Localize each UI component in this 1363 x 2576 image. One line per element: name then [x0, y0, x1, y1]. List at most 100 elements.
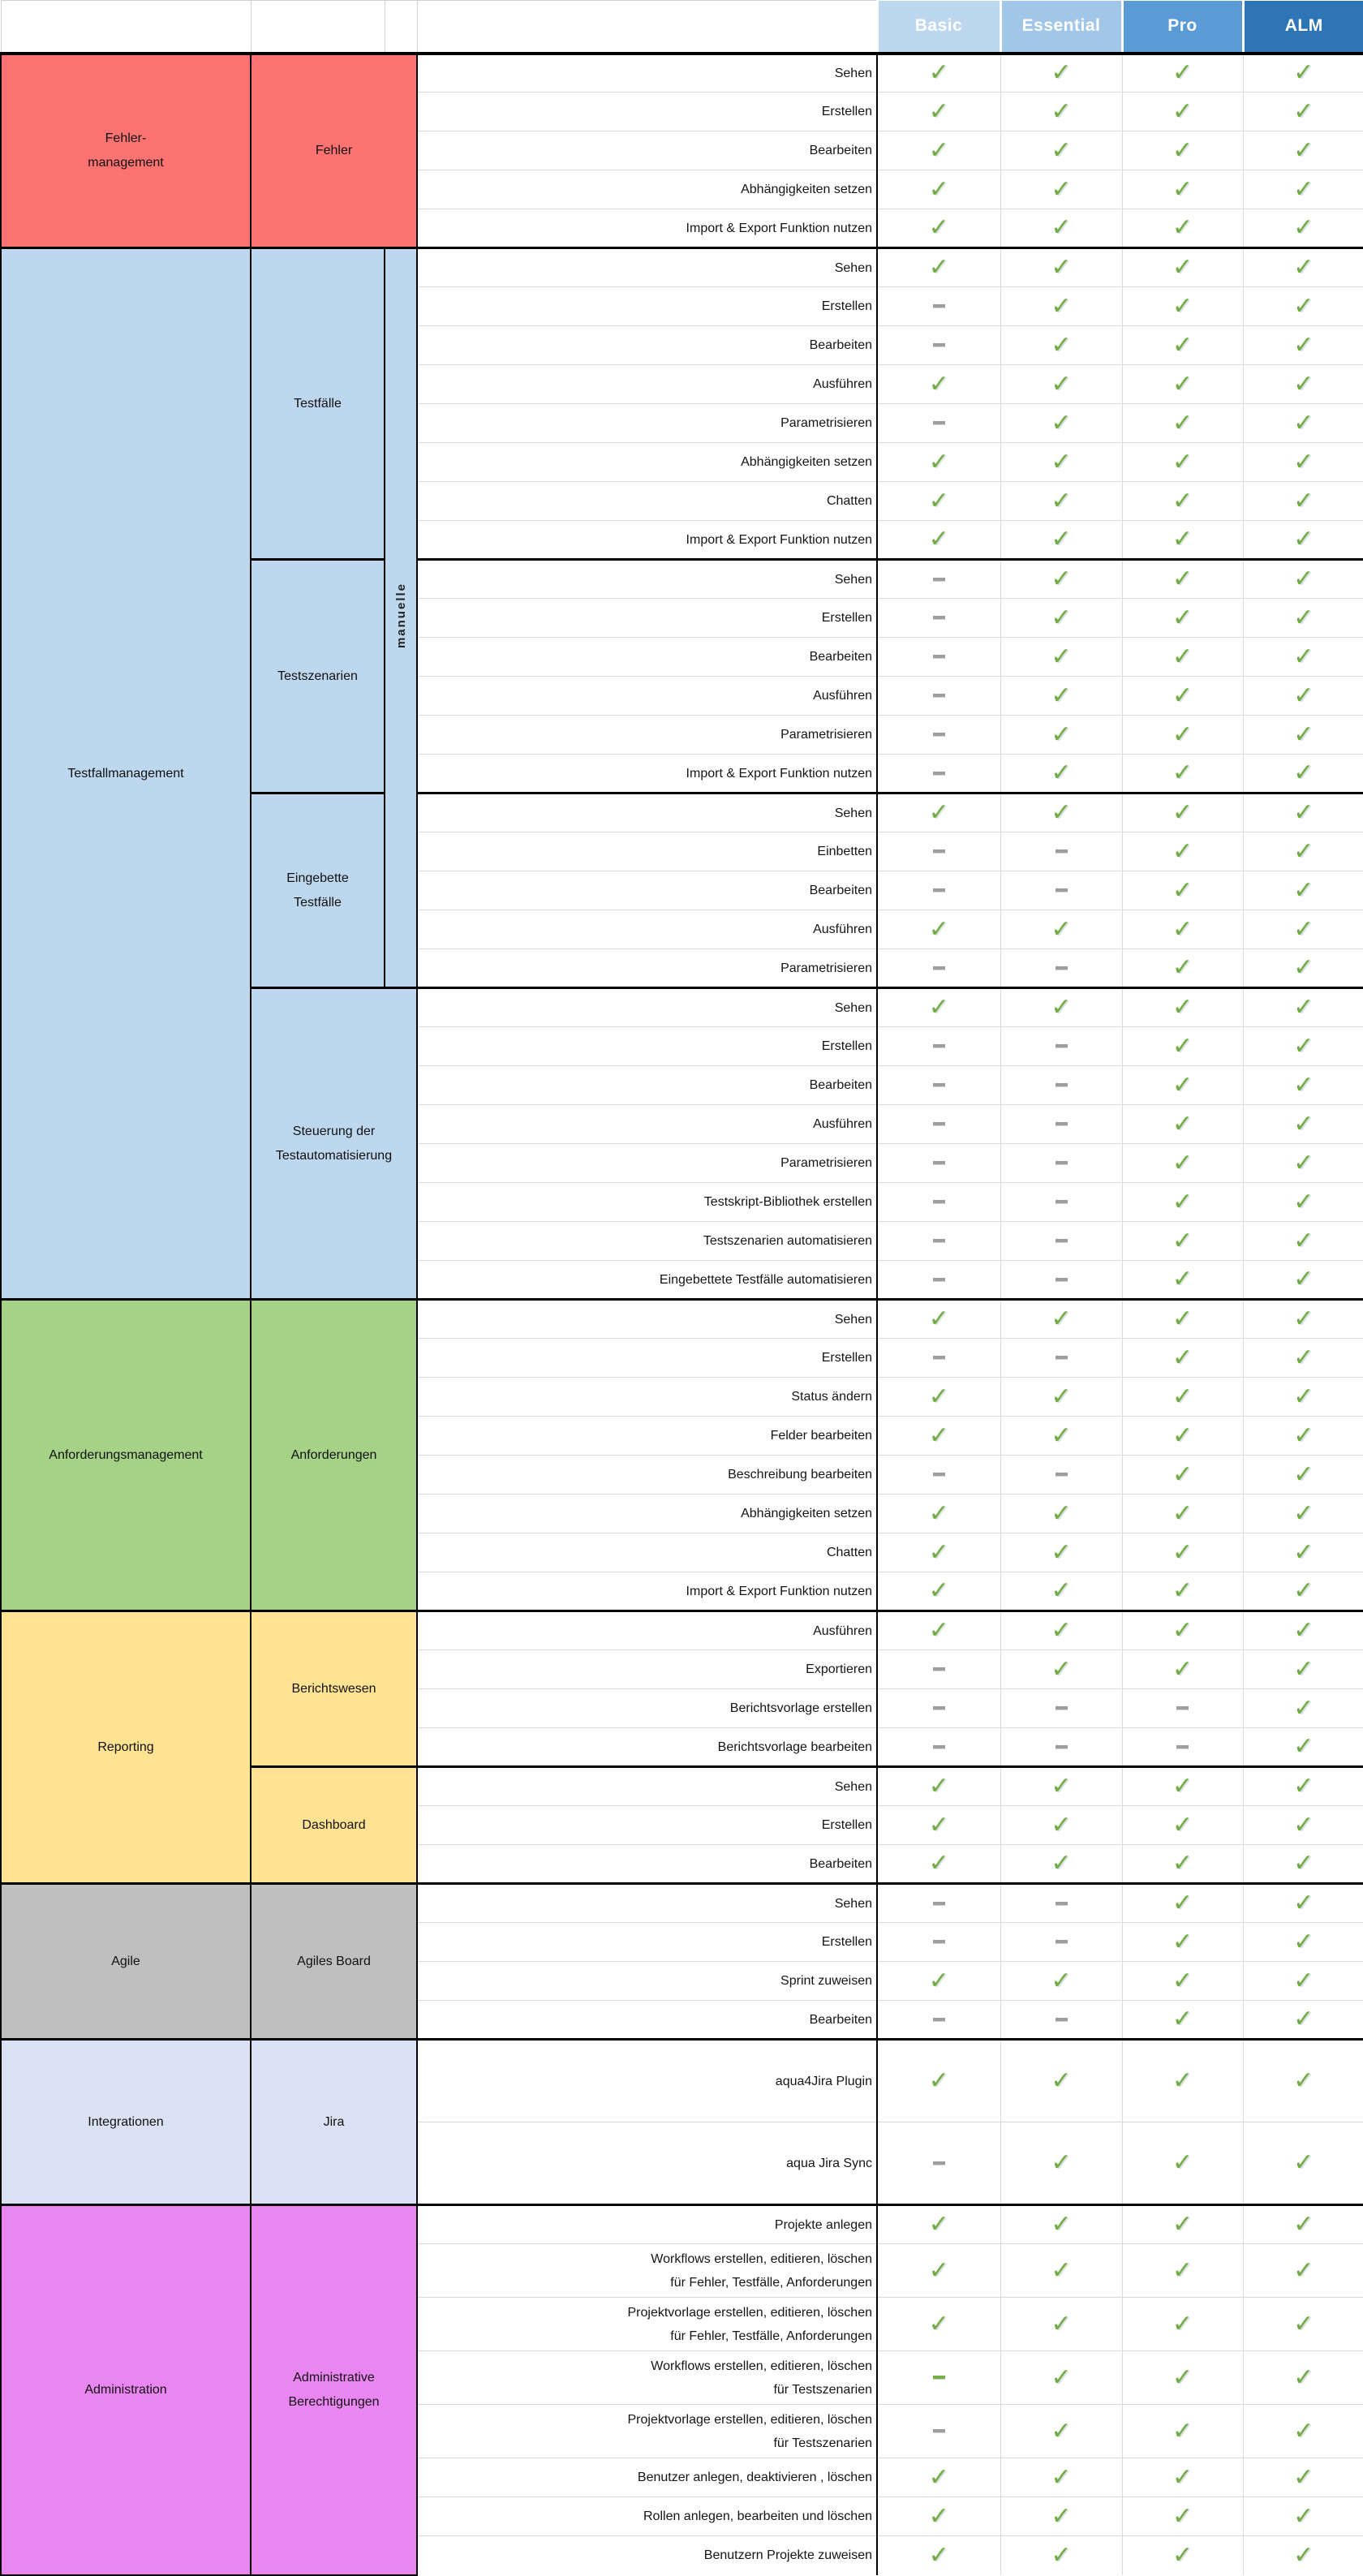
mark-cell: ✓: [1122, 2404, 1244, 2458]
check-icon: ✓: [1293, 369, 1314, 398]
check-icon: ✓: [1172, 2363, 1193, 2392]
label-line: Eingebettete Testfälle automatisieren: [659, 1272, 872, 1287]
feature-row: Einbetten ✓ ✓: [1, 832, 1363, 871]
check-icon: ✓: [928, 253, 949, 282]
feature-row: Integrationen Jira aqua4Jira Plugin ✓ ✓ ✓ ✓: [0, 2038, 1363, 2206]
check-icon: ✓: [928, 2309, 949, 2338]
feature-label-cell: Sehen: [417, 1765, 878, 1806]
mark-cell: ✓: [1243, 754, 1363, 793]
mark-cell: ✓: [1000, 364, 1123, 404]
check-icon: ✓: [1172, 525, 1193, 553]
mark-cell: ✓: [1122, 1765, 1244, 1806]
dash-icon: [1055, 1044, 1068, 1048]
subcategory-cell: Anforderungen: [250, 1298, 418, 1612]
feature-row: Chatten ✓ ✓ ✓ ✓: [1, 1533, 1363, 1572]
check-icon: ✓: [1293, 2540, 1314, 2570]
mark-cell: ✓: [1122, 1533, 1244, 1572]
check-icon: ✓: [928, 486, 949, 515]
label-line: management: [88, 155, 164, 170]
feature-label-cell: Sehen: [417, 1298, 878, 1339]
mark-cell: [877, 2350, 1001, 2405]
feature-label-cell: Projekte anlegen: [417, 2204, 878, 2244]
check-icon: ✓: [1293, 2309, 1314, 2338]
label-line: Bearbeiten: [809, 144, 872, 157]
mark-cell: ✓: [877, 1572, 1001, 1611]
mark-cell: ✓: [1122, 286, 1244, 326]
feature-row: aqua Jira Sync ✓ ✓ ✓: [1, 2122, 1363, 2205]
category-cell: Reporting: [0, 1610, 252, 1885]
feature-label-cell: Abhängigkeiten setzen: [417, 170, 878, 209]
check-icon: ✓: [1293, 2066, 1314, 2095]
mark-cell: ✓: [877, 364, 1001, 404]
dash-icon: [1176, 1744, 1189, 1748]
mark-cell: ✓: [1243, 403, 1363, 443]
feature-row: Bearbeiten ✓ ✓ ✓ ✓: [1, 1844, 1363, 1884]
mark-cell: [1000, 1922, 1123, 1962]
label-line: Sehen: [834, 806, 872, 820]
label-line: Anforderungsmanagement: [49, 1447, 203, 1462]
mark-cell: [877, 1104, 1001, 1144]
feature-label-cell: Projektvorlage erstellen, editieren, lös…: [417, 2404, 878, 2458]
check-icon: ✓: [1051, 369, 1072, 398]
check-icon: ✓: [1293, 1421, 1314, 1450]
check-icon: ✓: [1293, 759, 1314, 787]
check-icon: ✓: [1293, 1382, 1314, 1411]
mark-cell: ✓: [877, 2458, 1001, 2497]
check-icon: ✓: [1293, 1187, 1314, 1216]
check-icon: ✓: [928, 993, 949, 1021]
check-icon: ✓: [1172, 213, 1193, 242]
mark-cell: ✓: [1122, 2243, 1244, 2298]
mark-cell: ✓: [1122, 2122, 1244, 2205]
feature-row: Testskript-Bibliothek erstellen ✓ ✓: [1, 1182, 1363, 1222]
check-icon: ✓: [1172, 1382, 1193, 1411]
check-icon: ✓: [928, 1966, 949, 1995]
dash-icon: [1055, 1473, 1068, 1477]
mark-cell: ✓: [1243, 1182, 1363, 1222]
mark-cell: ✓: [1122, 754, 1244, 793]
mark-cell: [877, 598, 1001, 638]
label-line: Ausführen: [813, 689, 872, 703]
feature-label-cell: Eingebettete Testfälle automatisieren: [417, 1260, 878, 1300]
feature-row: Abhängigkeiten setzen ✓ ✓ ✓ ✓: [1, 170, 1363, 209]
dash-icon: [1055, 1706, 1068, 1710]
check-icon: ✓: [1051, 330, 1072, 359]
mark-cell: ✓: [1122, 131, 1244, 170]
mark-cell: [877, 1338, 1001, 1378]
dash-icon: [932, 733, 945, 737]
check-icon: ✓: [1172, 1537, 1193, 1567]
mark-cell: [1000, 832, 1123, 871]
feature-label-cell: Sehen: [417, 792, 878, 832]
label-line: Ausführen: [813, 1117, 872, 1131]
feature-label-cell: Import & Export Funktion nutzen: [417, 520, 878, 560]
feature-row: Erstellen ✓ ✓: [1, 1338, 1363, 1378]
check-icon: ✓: [1293, 1616, 1314, 1645]
check-icon: ✓: [1172, 1187, 1193, 1216]
feature-label-cell: Workflows erstellen, editieren, löschen f…: [417, 2243, 878, 2298]
mark-cell: [877, 1065, 1001, 1105]
feature-row: Bearbeiten ✓ ✓ ✓: [1, 325, 1363, 365]
mark-cell: ✓: [1243, 1065, 1363, 1105]
check-icon: ✓: [1293, 1927, 1314, 1956]
dash-icon: [1055, 1200, 1068, 1204]
dash-icon: [1176, 1706, 1189, 1710]
mark-cell: ✓: [1000, 598, 1123, 638]
check-icon: ✓: [928, 914, 949, 944]
check-icon: ✓: [1172, 2416, 1193, 2445]
mark-cell: ✓: [1000, 442, 1123, 482]
subcategory-cell: Administrative Berechtigungen: [250, 2204, 418, 2576]
check-icon: ✓: [1172, 2462, 1193, 2492]
mark-cell: ✓: [1243, 871, 1363, 910]
feature-row: Ausführen ✓ ✓ ✓ ✓: [1, 910, 1363, 949]
check-icon: ✓: [1172, 2210, 1193, 2238]
mark-cell: ✓: [1122, 1104, 1244, 1144]
mark-cell: ✓: [1000, 637, 1123, 677]
dash-icon: [932, 616, 945, 620]
check-icon: ✓: [1172, 1226, 1193, 1255]
mark-cell: ✓: [877, 2297, 1001, 2351]
label-line: Sehen: [834, 66, 872, 80]
check-icon: ✓: [1293, 1537, 1314, 1567]
check-icon: ✓: [1172, 1927, 1193, 1956]
feature-row: Erstellen ✓ ✓ ✓ ✓: [1, 92, 1363, 131]
